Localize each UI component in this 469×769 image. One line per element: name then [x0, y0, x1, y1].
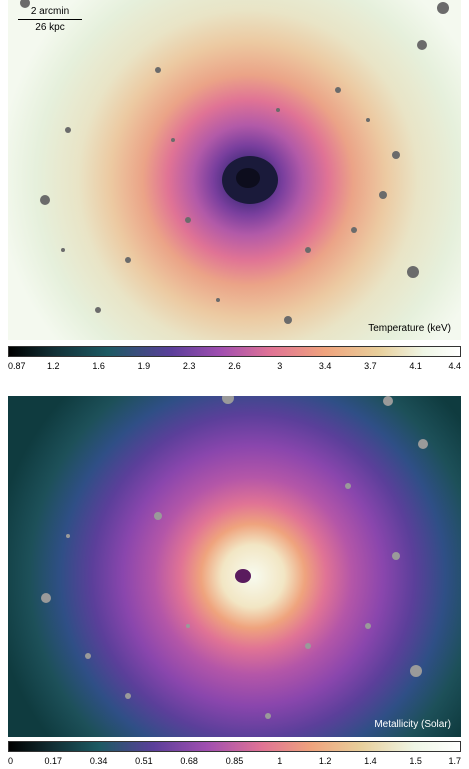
temperature-tick: 0.87	[8, 361, 26, 371]
temperature-tick: 3	[277, 361, 283, 371]
point-sources	[20, 0, 449, 324]
temperature-label: Temperature (keV)	[368, 323, 451, 334]
scale-bar-physical: 26 kpc	[35, 22, 65, 33]
metallicity-tick: 0.51	[135, 756, 153, 766]
metallicity-label: Metallicity (Solar)	[374, 719, 451, 730]
temperature-map: 2 arcmin 26 kpc Temperature (keV)	[8, 0, 461, 340]
temperature-tick: 4.1	[409, 361, 422, 371]
metallicity-colorbar-ticks: 0 0.17 0.34 0.51 0.68 0.85 1 1.2 1.4 1.5…	[8, 756, 461, 768]
scale-bar: 2 arcmin 26 kpc	[18, 6, 82, 33]
metallicity-tick: 1.4	[364, 756, 377, 766]
temperature-map-image	[8, 0, 461, 340]
temperature-tick: 1.6	[92, 361, 105, 371]
temperature-tick: 1.9	[137, 361, 151, 371]
temperature-tick: 2.3	[182, 361, 196, 371]
temperature-tick: 1.2	[47, 361, 60, 371]
metallicity-colorbar	[8, 741, 461, 752]
metallicity-map: Metallicity (Solar)	[8, 396, 461, 737]
metallicity-tick: 0.85	[225, 756, 244, 766]
temperature-tick: 4.4	[448, 361, 461, 371]
scale-bar-line	[18, 19, 82, 20]
metallicity-tick: 0.68	[180, 756, 198, 766]
metallicity-tick: 0	[8, 756, 14, 766]
metallicity-tick: 1.2	[318, 756, 332, 766]
core-center	[235, 569, 251, 583]
metallicity-tick: 1.5	[409, 756, 422, 766]
temperature-colorbar-ticks: 0.87 1.2 1.6 1.9 2.3 2.6 3 3.4 3.7 4.1 4…	[8, 361, 461, 373]
metallicity-map-image	[8, 396, 461, 737]
metallicity-tick: 0.17	[44, 756, 63, 766]
temperature-tick: 2.6	[228, 361, 241, 371]
temperature-tick: 3.7	[364, 361, 377, 371]
point-sources	[41, 396, 428, 719]
temperature-colorbar	[8, 346, 461, 357]
metallicity-tick: 1.7	[448, 756, 461, 766]
core-center	[236, 168, 260, 188]
metallicity-tick: 0.34	[89, 756, 108, 766]
metallicity-gradient	[8, 396, 461, 737]
temperature-tick: 3.4	[318, 361, 332, 371]
metallicity-tick: 1	[277, 756, 283, 766]
scale-bar-angular: 2 arcmin	[30, 6, 70, 17]
